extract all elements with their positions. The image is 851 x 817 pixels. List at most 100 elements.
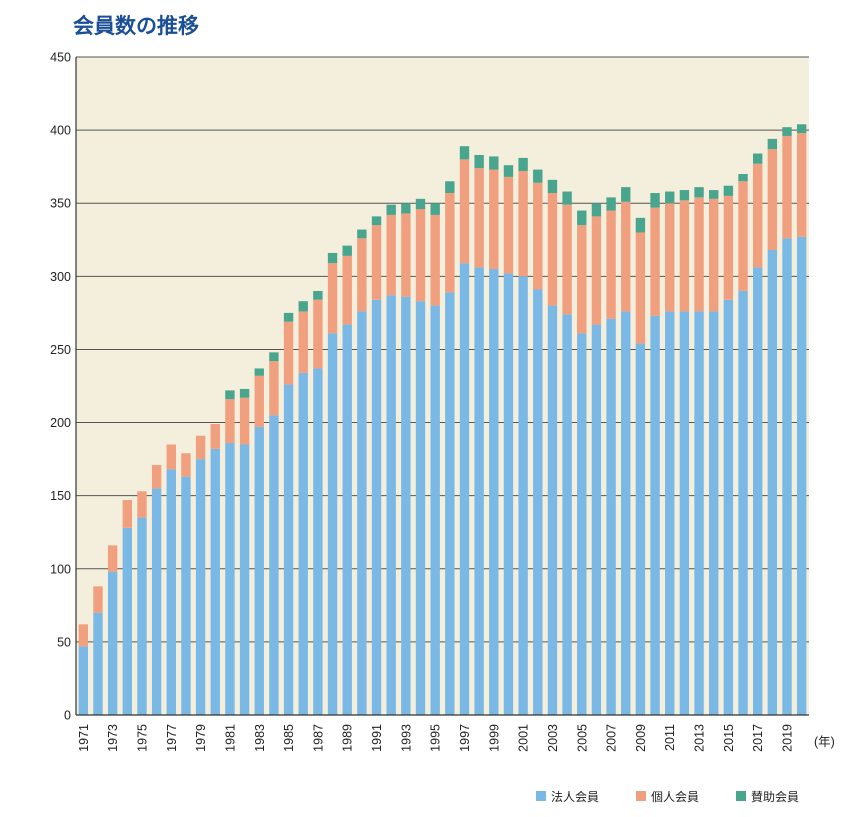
bar-segment — [327, 333, 338, 715]
bar-segment — [78, 624, 89, 647]
bar-segment — [767, 138, 778, 150]
bar-segment — [269, 352, 279, 362]
bar-segment — [283, 384, 294, 715]
legend: 法人会員 個人会員 賛助会員 — [536, 790, 799, 804]
bar-segment — [195, 459, 206, 715]
bar-segment — [694, 197, 704, 312]
bar-segment — [181, 453, 191, 477]
bar-segment — [518, 171, 528, 277]
chart-title: 会員数の推移 — [73, 14, 199, 38]
bar-segment — [562, 314, 572, 715]
bar-segment — [283, 321, 294, 385]
bar-segment — [723, 185, 734, 196]
bar-segment — [679, 190, 690, 201]
bar-segment — [357, 229, 367, 239]
x-tick-label: 2017 — [751, 724, 765, 752]
x-tick-label: 1987 — [311, 724, 325, 752]
x-tick-label: 1991 — [370, 724, 384, 752]
bar-segment — [313, 368, 323, 715]
bar-segment — [401, 213, 411, 297]
bar-segment — [767, 250, 778, 715]
bar-segment — [650, 207, 660, 316]
bar-segment — [239, 397, 250, 445]
bar-segment — [738, 290, 748, 715]
bar-segment — [269, 361, 279, 416]
bar-segment — [371, 216, 382, 226]
bar-segment — [459, 263, 470, 715]
bar-segment — [93, 586, 103, 613]
legend-label: 法人会員 — [551, 790, 599, 804]
bar-segment — [151, 488, 162, 715]
x-tick-label: 1983 — [253, 724, 267, 752]
x-tick-label: 1977 — [165, 724, 179, 752]
bar-segment — [577, 210, 587, 226]
bar-segment — [518, 157, 528, 172]
bar-segment — [606, 210, 616, 319]
legend-label: 賛助会員 — [751, 790, 799, 804]
bar-segment — [195, 435, 206, 460]
x-tick-label: 1973 — [106, 724, 120, 752]
bar-segment — [752, 163, 763, 268]
bars — [78, 124, 807, 715]
y-tick-label: 0 — [64, 709, 71, 723]
bar-segment — [723, 195, 734, 300]
bar-segment — [606, 318, 616, 715]
bar-segment — [386, 214, 396, 296]
bar-segment — [122, 527, 133, 715]
x-tick-label: 2011 — [663, 724, 677, 751]
bar-segment — [621, 187, 631, 202]
bar-segment — [371, 225, 382, 300]
bar-segment — [635, 217, 646, 233]
legend-swatch — [636, 791, 646, 801]
bar-segment — [371, 299, 382, 715]
x-tick-label: 1979 — [194, 724, 208, 752]
bar-segment — [401, 203, 411, 214]
bar-segment — [591, 216, 602, 325]
legend-swatch — [736, 791, 746, 801]
bar-segment — [78, 646, 89, 715]
x-tick-label: 2019 — [781, 724, 795, 752]
bar-segment — [518, 276, 528, 715]
bar-segment — [796, 236, 807, 715]
bar-segment — [694, 187, 704, 198]
bar-segment — [782, 238, 792, 715]
bar-segment — [489, 269, 499, 715]
bar-segment — [225, 443, 235, 715]
bar-segment — [151, 464, 162, 489]
bar-segment — [752, 153, 763, 164]
bar-segment — [723, 299, 734, 715]
bar-segment — [166, 444, 176, 470]
bar-segment — [313, 299, 323, 369]
x-tick-labels: 1971 1973 1975 1977 1979 1981 1983 1985 1987 1989… — [77, 724, 795, 752]
bar-segment — [357, 311, 367, 715]
bar-segment — [665, 191, 675, 204]
bar-segment — [474, 267, 484, 715]
bar-segment — [606, 197, 616, 211]
bar-segment — [415, 198, 426, 210]
bar-segment — [283, 312, 294, 322]
bar-segment — [166, 469, 176, 715]
bar-segment — [503, 273, 514, 715]
bar-segment — [225, 399, 235, 444]
bar-segment — [298, 311, 308, 373]
y-tick-label: 150 — [50, 489, 71, 503]
bar-segment — [445, 292, 455, 715]
bar-segment — [489, 156, 499, 170]
bar-segment — [577, 225, 587, 334]
bar-segment — [445, 181, 455, 193]
bar-segment — [635, 232, 646, 344]
bar-segment — [489, 169, 499, 270]
bar-segment — [547, 305, 558, 715]
bar-segment — [782, 135, 792, 239]
bar-segment — [210, 424, 220, 449]
x-tick-label: 2005 — [575, 724, 589, 752]
y-tick-label: 300 — [50, 270, 71, 284]
bar-segment — [181, 476, 191, 715]
bar-segment — [415, 209, 426, 302]
x-tick-label: 1989 — [341, 724, 355, 752]
bar-segment — [533, 169, 543, 183]
bar-segment — [709, 198, 719, 312]
y-tick-label: 400 — [50, 124, 71, 138]
bar-segment — [93, 612, 103, 715]
